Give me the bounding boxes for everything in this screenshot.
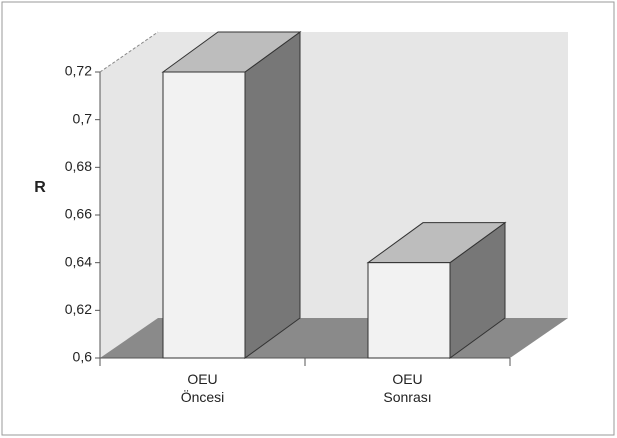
bar [162, 71, 246, 359]
y-tick-label: 0,6 [73, 349, 93, 365]
y-tick-label: 0,62 [65, 301, 92, 317]
wall-edge [99, 31, 159, 73]
y-axis-label: R [34, 179, 46, 196]
bar [367, 262, 451, 359]
y-tick-label: 0,64 [65, 253, 92, 269]
y-tick-label: 0,66 [65, 206, 92, 222]
y-tick-label: 0,7 [73, 110, 93, 126]
x-tick-label: OEU Öncesi [180, 371, 225, 405]
y-tick-label: 0,72 [65, 63, 92, 79]
bar-side [244, 31, 301, 359]
x-tick-label: OEU Sonrası [383, 371, 432, 405]
y-tick-label: 0,68 [65, 158, 92, 174]
